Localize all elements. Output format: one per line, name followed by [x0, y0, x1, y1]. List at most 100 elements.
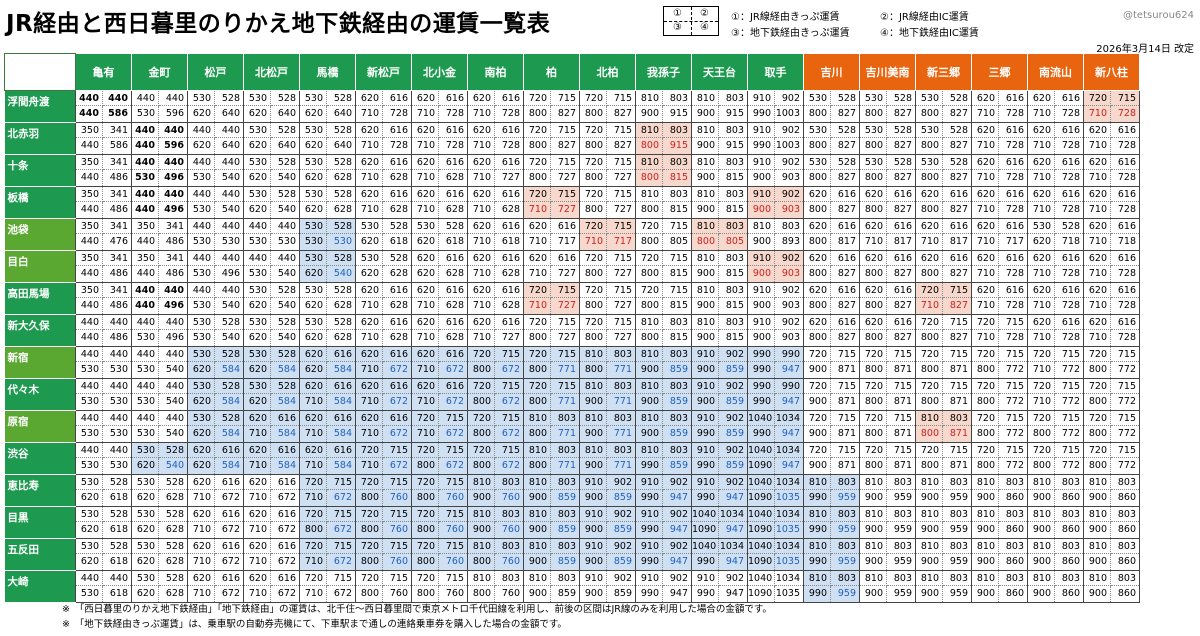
fare-cell: 620 616 710 728: [1027, 314, 1084, 347]
fare-value-1: 720: [524, 123, 551, 138]
fare-grid: 720 715 800 772: [972, 347, 1027, 378]
fare-value-3: 800: [524, 458, 551, 474]
fare-cell: 620 616 800 827: [803, 186, 860, 219]
fare-cell: 530 528 620 540: [243, 282, 300, 315]
fare-value-3: 620: [132, 522, 159, 538]
fare-value-3: 710: [188, 490, 215, 506]
fare-cell: 910 902 900 859: [579, 570, 636, 603]
fare-cell: 810 803 900 771: [579, 378, 636, 411]
fare-value-3: 440: [132, 266, 159, 282]
fare-value-2: 902: [719, 443, 747, 458]
fare-value-1: 440: [132, 379, 159, 394]
fare-cell: 530 528 620 628: [131, 570, 188, 603]
fare-value-2: 715: [887, 443, 915, 458]
fare-value-3: 900: [860, 586, 887, 602]
fare-value-3: 620: [244, 138, 271, 154]
fare-grid: 440 440 530 540: [188, 283, 243, 314]
fare-value-4: 771: [557, 364, 576, 375]
fare-value-2: 715: [999, 411, 1027, 426]
fare-value-2: 616: [1111, 155, 1139, 170]
fare-cell: 910 902 990 947: [691, 474, 748, 507]
fare-value-3: 800: [804, 138, 831, 154]
fare-value-2: 616: [999, 91, 1027, 106]
fare-value-4: 618: [501, 236, 520, 247]
fare-cell: 620 616 710 628: [355, 186, 412, 219]
fare-cell: 620 616 710 672: [411, 346, 468, 379]
fare-value-3: 440: [76, 202, 103, 218]
fare-value-1: 350: [76, 283, 103, 298]
fare-value-3: 710: [1028, 138, 1055, 154]
fare-grid: 810 803 900 860: [1084, 507, 1139, 538]
fare-value-3: 900: [748, 298, 775, 314]
fare-value-3: 710: [356, 202, 383, 218]
fare-value-2: 616: [1055, 283, 1083, 298]
fare-cell: 720 715 800 760: [355, 506, 412, 539]
fare-value-1: 910: [748, 251, 775, 266]
fare-value-3: 620: [188, 458, 215, 474]
fare-cell: 720 715 800 727: [523, 154, 580, 187]
fare-value-2: 715: [663, 219, 691, 234]
fare-cell: 810 803 800 771: [579, 346, 636, 379]
fare-value-1: 530: [244, 379, 271, 394]
fare-grid: 620 616 710 584: [300, 379, 355, 410]
fare-cell: 620 616 800 827: [859, 314, 916, 347]
fare-value-4: 859: [725, 364, 744, 375]
fare-grid: 810 803 900 959: [860, 571, 915, 602]
fare-value-2: 803: [663, 347, 691, 362]
fare-value-1: 810: [524, 539, 551, 554]
fare-value-3: 710: [300, 426, 327, 442]
fare-cell: 620 616 710 728: [1027, 282, 1084, 315]
fare-value-3: 710: [1028, 394, 1055, 410]
fare-value-4: 596: [164, 140, 184, 151]
fare-value-3: 900: [692, 362, 719, 378]
fare-value-2: 341: [103, 123, 131, 138]
fare-value-1: 810: [972, 539, 999, 554]
fare-value-4: 903: [781, 300, 800, 311]
fare-value-4: 628: [389, 172, 408, 183]
table-row: 恵比寿 530 528 620 618 530 528 620 628 620 616 710 672 6…: [4, 474, 1140, 507]
fare-value-2: 902: [719, 411, 747, 426]
fare-value-1: 910: [692, 347, 719, 362]
fare-cell: 530 528 800 827: [803, 122, 860, 155]
fare-grid: 810 803 900 860: [1028, 507, 1083, 538]
fare-value-2: 616: [215, 507, 243, 522]
fare-value-1: 910: [748, 187, 775, 202]
fare-grid: 810 803 900 859: [636, 411, 691, 442]
fare-value-2: 803: [943, 411, 971, 426]
fare-value-3: 620: [300, 138, 327, 154]
fare-value-4: 827: [893, 172, 912, 183]
fare-cell: 620 616 710 727: [467, 314, 524, 347]
fare-grid: 620 616 710 728: [1028, 315, 1083, 346]
fare-cell: 620 616 710 728: [1027, 122, 1084, 155]
fare-cell: 620 616 710 728: [355, 90, 412, 123]
fare-grid: 810 803 800 760: [468, 571, 523, 602]
fare-value-4: 496: [164, 204, 184, 215]
fare-grid: 530 528 620 628: [300, 315, 355, 346]
fare-value-1: 720: [916, 315, 943, 330]
fare-value-3: 800: [916, 362, 943, 378]
fare-grid: 620 616 710 672: [188, 539, 243, 570]
fare-value-3: 900: [468, 522, 495, 538]
fare-value-3: 990: [636, 554, 663, 570]
fare-value-1: 810: [692, 219, 719, 234]
fare-value-3: 710: [1084, 330, 1111, 346]
fare-value-4: 859: [725, 428, 744, 439]
fare-value-2: 1034: [719, 507, 747, 522]
fare-cell: 910 902 900 859: [579, 506, 636, 539]
fare-cell: 720 715 800 827: [579, 90, 636, 123]
fare-value-3: 900: [916, 490, 943, 506]
fare-value-1: 620: [972, 251, 999, 266]
fare-cell: 720 715 800 727: [579, 250, 636, 283]
fare-grid: 620 616 710 628: [468, 187, 523, 218]
fare-value-2: 616: [551, 251, 579, 266]
fare-grid: 620 616 710 728: [1028, 155, 1083, 186]
fare-value-2: 440: [159, 91, 187, 106]
fare-value-1: 530: [1028, 219, 1055, 234]
fare-cell: 810 803 900 859: [523, 570, 580, 603]
fare-value-3: 710: [972, 266, 999, 282]
fare-value-2: 616: [383, 347, 411, 362]
fare-cell: 620 616 710 628: [411, 282, 468, 315]
fare-value-2: 715: [607, 219, 635, 234]
fare-value-1: 440: [76, 347, 103, 362]
fare-grid: 720 715 800 871: [916, 443, 971, 474]
